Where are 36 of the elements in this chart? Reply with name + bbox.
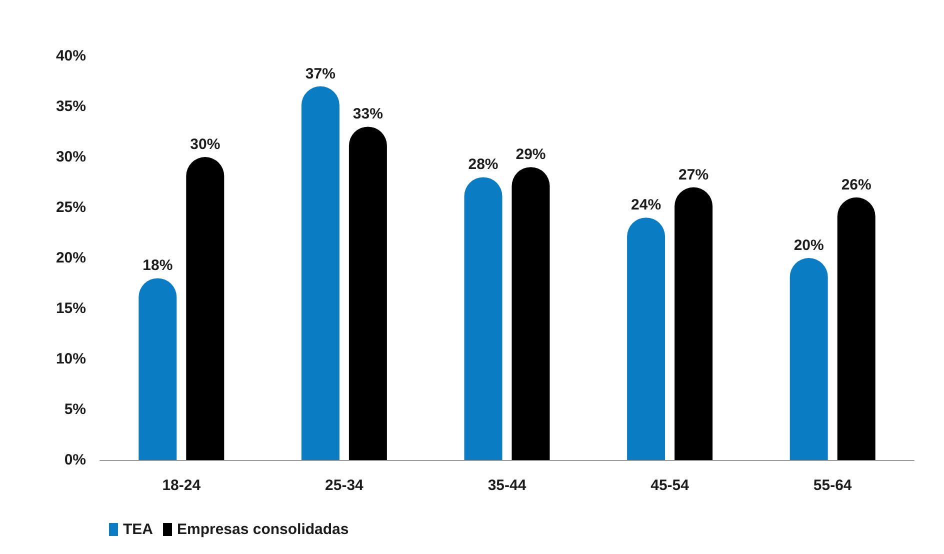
y-tick-label: 5% — [64, 401, 86, 418]
x-tick-label: 25-34 — [325, 477, 364, 494]
data-label: 33% — [352, 106, 383, 123]
x-tick-label: 35-44 — [488, 477, 527, 494]
bar — [186, 157, 224, 460]
y-tick-label: 35% — [56, 98, 86, 115]
bar — [790, 258, 828, 460]
y-tick-label: 25% — [56, 199, 86, 216]
bar — [138, 278, 177, 460]
x-tick-label: 55-64 — [813, 477, 852, 494]
y-tick-label: 10% — [56, 350, 86, 368]
legend-label: Empresas consolidadas — [177, 521, 349, 538]
bar — [348, 126, 387, 460]
data-label: 27% — [678, 166, 709, 184]
data-label: 37% — [305, 65, 336, 82]
y-tick-label: 20% — [56, 250, 86, 266]
legend-label: TEA — [123, 521, 154, 538]
y-tick-label: 30% — [56, 148, 86, 166]
x-tick-label: 18-24 — [162, 477, 202, 494]
data-label: 30% — [190, 136, 220, 153]
data-label: 26% — [841, 176, 872, 194]
data-label: 18% — [142, 257, 173, 274]
data-label: 20% — [794, 237, 824, 254]
data-label: 24% — [631, 196, 662, 214]
bar — [301, 86, 340, 460]
y-tick-label: 15% — [56, 300, 86, 317]
bar — [464, 177, 502, 460]
bar — [512, 167, 550, 460]
x-tick-label: 45-54 — [650, 477, 690, 494]
data-label: 28% — [468, 156, 498, 174]
y-tick-label: 40% — [56, 48, 86, 64]
y-tick-label: 0% — [64, 452, 86, 468]
bar — [627, 218, 666, 460]
data-label: 29% — [516, 146, 546, 164]
bar — [837, 197, 876, 460]
bar — [674, 187, 713, 460]
